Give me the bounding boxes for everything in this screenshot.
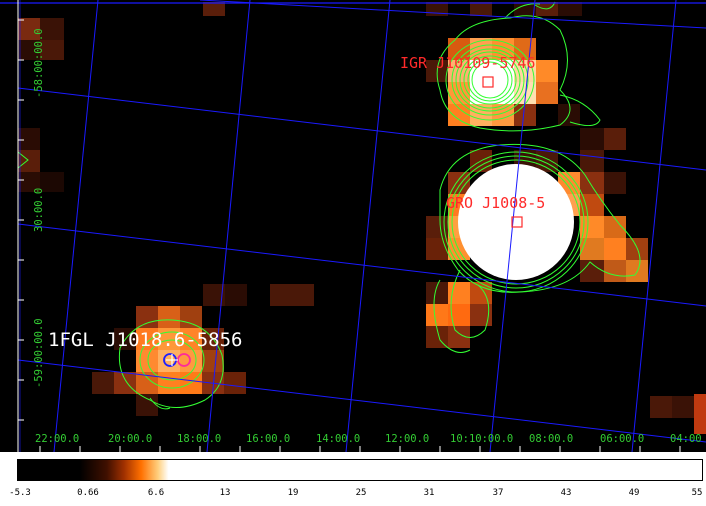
coordinate-grid (0, 0, 706, 452)
fermi-crosshair (166, 354, 178, 366)
ra-tick-label: 12:00.0 (385, 433, 429, 445)
dec-tick-label: -59:00:00.0 (33, 318, 45, 388)
colorbar-label: 6.6 (147, 488, 165, 498)
contours (17, 1, 641, 410)
gro-source-marker (511, 216, 523, 228)
colorbar-label: -5.3 (9, 488, 31, 498)
colorbar-label: 49 (628, 488, 640, 498)
dec-tick-label: 30:00.0 (33, 188, 45, 232)
ra-tick-label: 06:00.0 (600, 433, 644, 445)
colorbar-label: 0.66 (77, 488, 99, 498)
ra-tick-label: 14:00.0 (316, 433, 360, 445)
colorbar-label: 37 (492, 488, 504, 498)
colorbar-label: 55 (691, 488, 703, 498)
sky-map: IGR J10109-5746 GRO J1008-5 1FGL J1018.6… (0, 0, 706, 452)
ra-tick-label: 20:00.0 (108, 433, 152, 445)
colorbar-label: 19 (287, 488, 299, 498)
igr-source-marker (482, 76, 494, 88)
colorbar-label: 13 (219, 488, 231, 498)
ra-tick-labels: 22:00.0 20:00.0 18:00.0 16:00.0 14:00.0 … (35, 433, 702, 445)
gro-label: GRO J1008-5 (446, 194, 545, 212)
ra-tick-label: 04:00 (670, 433, 702, 445)
fermi-label: 1FGL J1018.6-5856 (48, 329, 242, 351)
colorbar-label: 25 (355, 488, 367, 498)
colorbar-label: 43 (560, 488, 572, 498)
ra-tick-label: 18:00.0 (177, 433, 221, 445)
colorbar-gradient (17, 459, 703, 481)
ra-tick-label: 10:10:00.0 (450, 433, 513, 445)
igr-label: IGR J10109-5746 (400, 54, 535, 72)
colorbar (17, 459, 703, 481)
colorbar-label: 31 (423, 488, 435, 498)
dec-tick-label: -58:00:00.0 (33, 28, 45, 98)
ra-tick-label: 08:00.0 (529, 433, 573, 445)
gro-bright-core (458, 164, 574, 280)
edge-ticks (17, 0, 681, 452)
dec-tick-labels: -58:00:00.0 30:00.0 -59:00:00.0 (33, 28, 45, 388)
ra-tick-label: 16:00.0 (246, 433, 290, 445)
ra-tick-label: 22:00.0 (35, 433, 79, 445)
